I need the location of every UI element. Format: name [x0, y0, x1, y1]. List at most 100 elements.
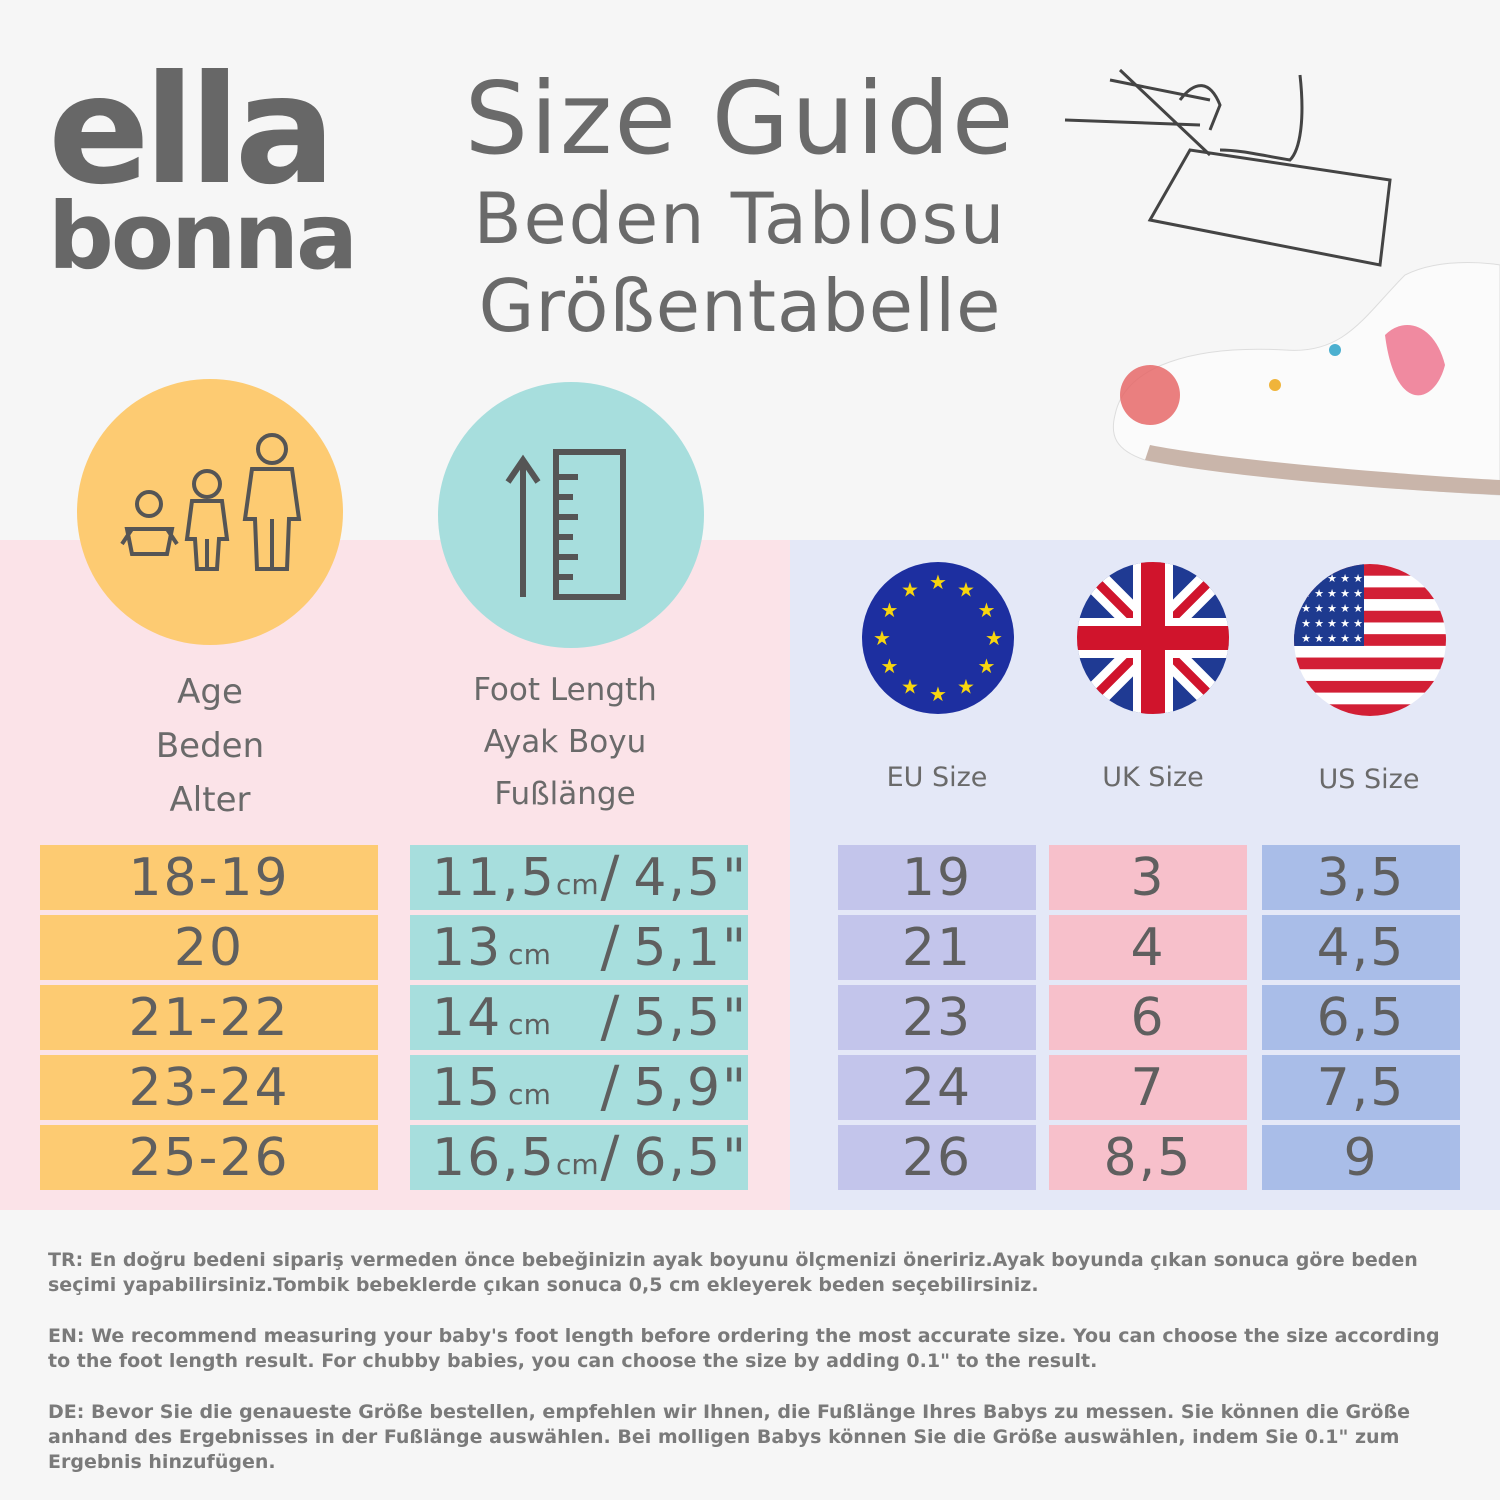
uk-cell: 3	[1049, 845, 1247, 910]
foot-cell: 14 cm /5,5"	[410, 985, 748, 1050]
svg-text:★: ★	[1327, 572, 1337, 585]
age-circle	[77, 379, 343, 645]
svg-text:★: ★	[1301, 602, 1311, 615]
age-cell: 23-24	[40, 1055, 378, 1120]
us-cell: 7,5	[1262, 1055, 1460, 1120]
svg-text:★: ★	[1353, 632, 1363, 645]
svg-text:★: ★	[1327, 587, 1337, 600]
us-flag-icon: ★ ★ ★ ★ ★★ ★ ★ ★ ★★ ★ ★ ★ ★★ ★ ★ ★ ★★ ★ ★ ★ ★	[1294, 564, 1446, 716]
logo-line1: ella	[48, 44, 336, 218]
us-cell: 9	[1262, 1125, 1460, 1190]
svg-text:★: ★	[881, 654, 899, 678]
inch-value: 4,5"	[633, 847, 748, 908]
svg-text:★: ★	[1340, 617, 1350, 630]
eu-flag-icon: ★ ★★★★★★★★★★★	[862, 562, 1014, 714]
inch-value: 5,9"	[633, 1057, 748, 1118]
svg-text:★: ★	[1314, 587, 1324, 600]
uk-cell: 8,5	[1049, 1125, 1247, 1190]
age-header-de: Alter	[169, 780, 251, 820]
cm-value: 11,5	[432, 847, 556, 908]
foot-header-tr: Ayak Boyu	[483, 724, 647, 760]
us-cell: 4,5	[1262, 915, 1460, 980]
foot-cell: 11,5 cm/4,5"	[410, 845, 748, 910]
eu-cell: 23	[838, 985, 1036, 1050]
cm-unit: cm	[508, 1078, 551, 1111]
age-cell: 20	[40, 915, 378, 980]
foot-cell: 13 cm /5,1"	[410, 915, 748, 980]
family-icon	[120, 433, 302, 571]
svg-text:★: ★	[1327, 632, 1337, 645]
inch-value: 5,1"	[633, 917, 748, 978]
svg-text:★: ★	[1314, 632, 1324, 645]
foot-header-en: Foot Length	[473, 672, 657, 708]
svg-text:★: ★	[1314, 617, 1324, 630]
svg-text:★: ★	[985, 626, 1003, 650]
svg-text:★: ★	[1353, 587, 1363, 600]
us-cell: 6,5	[1262, 985, 1460, 1050]
eu-cell: 21	[838, 915, 1036, 980]
brand-logo: ella bonna	[48, 44, 358, 290]
svg-text:★: ★	[1301, 587, 1311, 600]
foot-cell: 16,5 cm/6,5"	[410, 1125, 748, 1190]
foot-circle	[438, 382, 704, 648]
svg-text:★: ★	[901, 674, 919, 698]
separator: /	[600, 1125, 622, 1190]
cm-unit: cm	[508, 1008, 551, 1041]
svg-text:★: ★	[1301, 572, 1311, 585]
foot-cell: 15 cm /5,9"	[410, 1055, 748, 1120]
svg-text:★: ★	[1340, 602, 1350, 615]
foot-header-de: Fußlänge	[494, 776, 636, 812]
inch-value: 6,5"	[633, 1127, 748, 1188]
svg-text:★: ★	[978, 598, 996, 622]
svg-text:★: ★	[901, 578, 919, 602]
uk-header: UK Size	[1102, 762, 1204, 793]
separator: /	[600, 915, 622, 980]
title-en: Size Guide	[464, 60, 1016, 177]
svg-text:★: ★	[1353, 572, 1363, 585]
svg-text:★: ★	[1340, 632, 1350, 645]
eu-cell: 24	[838, 1055, 1036, 1120]
eu-cell: 19	[838, 845, 1036, 910]
age-cell: 25-26	[40, 1125, 378, 1190]
logo-line2: bonna	[48, 182, 358, 290]
separator: /	[600, 845, 622, 910]
svg-text:★: ★	[1314, 572, 1324, 585]
svg-text:★: ★	[1340, 587, 1350, 600]
title-de: Größentabelle	[478, 264, 1002, 348]
age-cell: 21-22	[40, 985, 378, 1050]
svg-text:★: ★	[978, 654, 996, 678]
cm-value: 14	[432, 987, 503, 1048]
us-header: US Size	[1318, 764, 1420, 795]
svg-text:★: ★	[929, 570, 947, 594]
age-header-en: Age	[177, 672, 243, 712]
inch-value: 5,5"	[633, 987, 748, 1048]
svg-text:★: ★	[1327, 602, 1337, 615]
svg-text:★: ★	[881, 598, 899, 622]
svg-text:★: ★	[1340, 572, 1350, 585]
separator: /	[600, 985, 622, 1050]
ruler-arrow-icon	[505, 449, 626, 600]
note-tr: TR: En doğru bedeni sipariş vermeden önc…	[48, 1249, 1418, 1296]
cm-unit: cm	[556, 868, 599, 901]
uk-flag-icon	[1077, 562, 1229, 714]
svg-text:★: ★	[1353, 602, 1363, 615]
note-de: DE: Bevor Sie die genaueste Größe bestel…	[48, 1401, 1411, 1473]
uk-cell: 7	[1049, 1055, 1247, 1120]
svg-text:★: ★	[1314, 602, 1324, 615]
svg-text:★: ★	[1301, 632, 1311, 645]
svg-text:★: ★	[1301, 617, 1311, 630]
uk-cell: 6	[1049, 985, 1247, 1050]
svg-text:★: ★	[957, 674, 975, 698]
age-header: Age Beden Alter	[60, 665, 360, 827]
note-en: EN: We recommend measuring your baby's f…	[48, 1325, 1440, 1372]
age-cell: 18-19	[40, 845, 378, 910]
foot-header: Foot Length Ayak Boyu Fußlänge	[415, 664, 715, 820]
eu-cell: 26	[838, 1125, 1036, 1190]
baby-shoe-image	[1112, 262, 1500, 496]
age-header-tr: Beden	[155, 726, 265, 766]
cm-value: 15	[432, 1057, 503, 1118]
svg-text:★: ★	[929, 682, 947, 706]
svg-text:★: ★	[1327, 617, 1337, 630]
title-tr: Beden Tablosu	[473, 178, 1007, 260]
cm-unit: cm	[556, 1148, 599, 1181]
